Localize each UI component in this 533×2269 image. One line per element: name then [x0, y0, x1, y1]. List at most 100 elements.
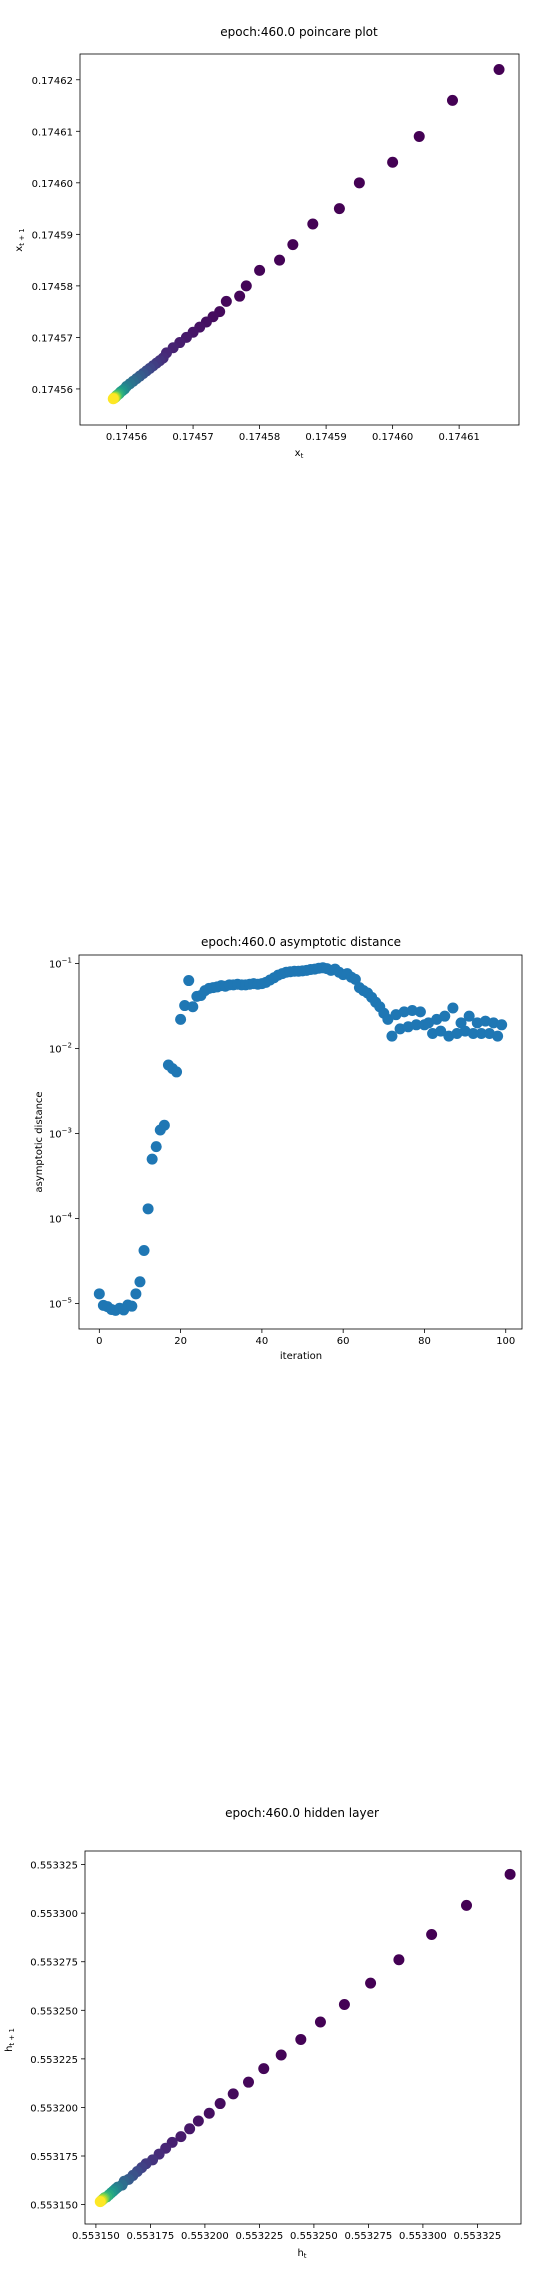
data-point: [493, 63, 505, 75]
y-axis-label: asymptotic distance: [34, 1091, 45, 1192]
data-point: [158, 1119, 170, 1131]
data-point: [504, 1868, 516, 1880]
data-point: [203, 2107, 215, 2119]
data-point: [146, 1153, 158, 1165]
y-tick-exponent: −5: [62, 1297, 72, 1305]
data-point: [349, 973, 361, 985]
x-tick-label: 20: [174, 1336, 187, 1347]
x-axis-label: iteration: [280, 1351, 322, 1362]
scatter-points: [94, 1868, 516, 2208]
data-point: [475, 1028, 487, 1040]
y-axis: 10−510−410−310−210−1: [49, 957, 79, 1311]
data-point: [150, 1141, 162, 1153]
plot-frame: [78, 954, 523, 1330]
scatter-points: [93, 962, 508, 1316]
x-tick-label: 0.17460: [372, 432, 413, 443]
data-point: [183, 975, 195, 987]
x-axis-label: ht: [297, 2248, 306, 2260]
y-tick-base: 10: [49, 1045, 62, 1056]
x-tick-label: 0.553250: [290, 2231, 338, 2242]
data-point: [192, 2115, 204, 2127]
data-point: [274, 254, 286, 266]
data-point: [126, 1300, 138, 1312]
y-tick-label: 0.553200: [30, 2103, 78, 2114]
x-tick-label: 0.17458: [239, 432, 280, 443]
y-tick-label: 10−1: [49, 957, 72, 971]
data-point: [258, 2063, 270, 2075]
data-point: [187, 1001, 199, 1013]
data-point: [94, 2196, 106, 2208]
x-tick-label: 0.553300: [399, 2231, 447, 2242]
x-tick-label: 0.553275: [345, 2231, 393, 2242]
y-tick-base: 10: [49, 960, 62, 971]
poincare-plot: epoch:460.0 poincare plot 0.17456 0.17457…: [14, 25, 520, 460]
x-tick-label: 0.17459: [305, 432, 346, 443]
x-tick-label: 0.553175: [127, 2231, 175, 2242]
plot-frame: [84, 1850, 522, 2225]
x-tick-label: 60: [337, 1336, 350, 1347]
data-point: [220, 295, 232, 307]
x-tick-label: 80: [418, 1336, 431, 1347]
data-point: [107, 393, 119, 405]
asymptotic-distance-plot: epoch:460.0 asymptotic distance 0 20 40 60 8…: [34, 935, 523, 1362]
y-axis: 0.553150 0.553175 0.553200 0.553225 0.553250…: [30, 1861, 85, 2212]
data-point: [142, 1203, 154, 1215]
data-point: [455, 1017, 467, 1029]
data-point: [439, 1010, 451, 1022]
data-point: [410, 1019, 422, 1031]
y-tick-label: 0.553150: [30, 2201, 78, 2212]
x-tick-label: 0.17457: [172, 432, 213, 443]
data-point: [338, 1998, 350, 2010]
y-tick-label: 10−2: [49, 1042, 72, 1056]
x-tick-label: 0.553200: [181, 2231, 229, 2242]
y-tick-label: 0.553325: [30, 1861, 78, 1872]
data-point: [496, 1019, 508, 1031]
x-axis: 0 20 40 60 80 100: [96, 1329, 515, 1347]
data-point: [179, 1000, 191, 1012]
data-point: [130, 1288, 142, 1300]
y-tick-exponent: −2: [62, 1042, 72, 1050]
y-axis: 0.17456 0.17457 0.17458 0.17459 0.17460 0.174…: [32, 76, 80, 396]
data-point: [314, 2016, 326, 2028]
chart-title: epoch:460.0 poincare plot: [220, 25, 378, 39]
data-point: [365, 1977, 377, 1989]
hidden-layer-plot: epoch:460.0 hidden layer 0.553150 0.55317…: [4, 1806, 522, 2260]
data-point: [275, 2049, 287, 2061]
data-point: [467, 1028, 479, 1040]
y-tick-label: 0.17458: [32, 282, 73, 293]
x-tick-label: 100: [496, 1336, 515, 1347]
data-point: [287, 239, 299, 251]
data-point: [435, 1025, 447, 1037]
data-point: [138, 1245, 150, 1257]
data-point: [426, 1929, 438, 1941]
data-point: [307, 218, 319, 230]
data-point: [406, 1004, 418, 1016]
y-tick-label: 0.553225: [30, 2055, 78, 2066]
data-point: [184, 2123, 196, 2135]
y-tick-base: 10: [49, 1130, 62, 1141]
x-axis-label: xt: [295, 448, 304, 460]
data-point: [387, 156, 399, 168]
data-point: [414, 1006, 426, 1018]
data-point: [243, 2076, 254, 2088]
data-point: [492, 1030, 504, 1042]
data-point: [386, 1030, 398, 1042]
scatter-points: [107, 63, 505, 405]
data-point: [382, 1013, 394, 1025]
y-tick-label: 0.17461: [32, 127, 73, 138]
plot-frame: [79, 53, 520, 426]
data-point: [175, 1013, 187, 1025]
y-tick-base: 10: [49, 1215, 62, 1226]
y-tick-label: 0.553250: [30, 2006, 78, 2017]
data-point: [463, 1010, 475, 1022]
y-axis-label: ht + 1: [4, 2028, 16, 2052]
data-point: [398, 1006, 410, 1018]
y-tick-label: 0.17456: [32, 385, 73, 396]
y-tick-label: 0.17462: [32, 76, 73, 87]
chart-title: epoch:460.0 hidden layer: [225, 1806, 379, 1820]
y-tick-label: 10−4: [49, 1212, 73, 1226]
data-point: [446, 94, 458, 106]
data-point: [214, 2098, 226, 2110]
data-point: [295, 2033, 307, 2045]
y-tick-exponent: −3: [62, 1127, 72, 1135]
